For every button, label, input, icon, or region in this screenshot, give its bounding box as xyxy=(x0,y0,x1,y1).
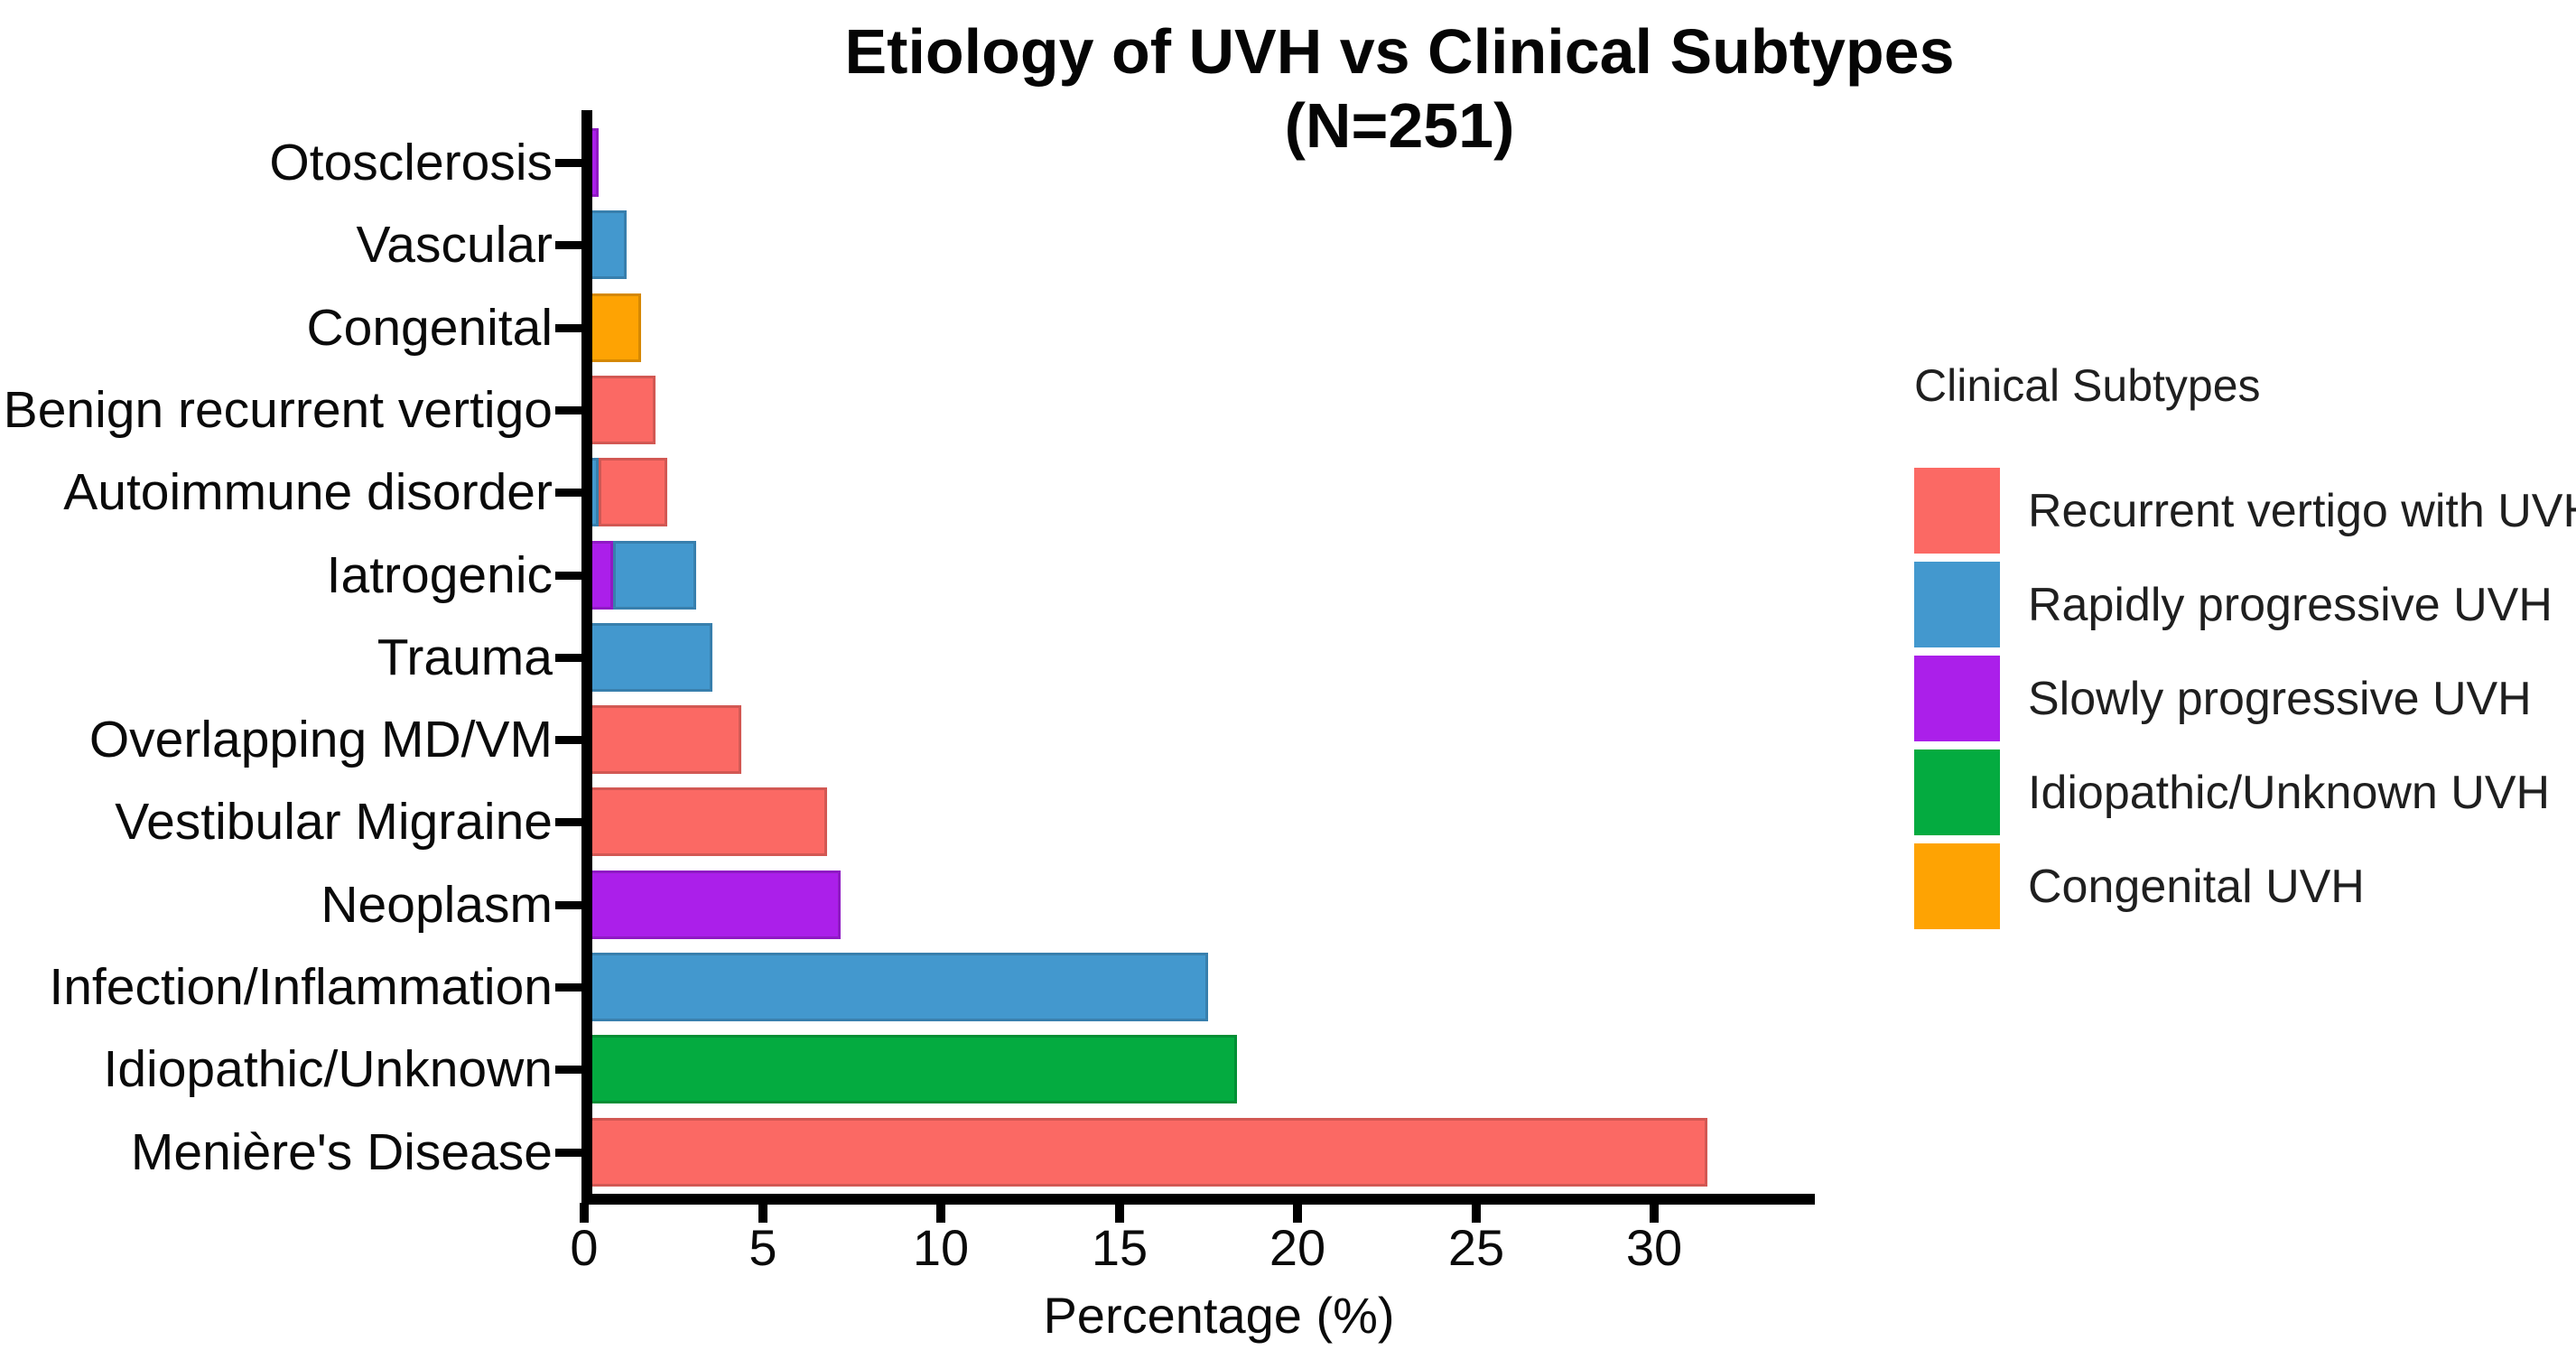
bar-row xyxy=(587,787,827,856)
bar-segment xyxy=(587,376,656,444)
y-axis-label: Iatrogenic xyxy=(326,546,553,604)
y-axis-line xyxy=(581,110,592,1205)
bar-segment xyxy=(587,1118,1707,1187)
bar-row xyxy=(587,705,741,774)
legend-swatch xyxy=(1914,468,2000,554)
bar-row xyxy=(587,210,627,279)
legend: Clinical Subtypes Recurrent vertigo with… xyxy=(1914,359,2576,937)
legend-item: Idiopathic/Unknown UVH xyxy=(1914,749,2576,835)
legend-item: Slowly progressive UVH xyxy=(1914,656,2576,741)
bar-row xyxy=(587,376,656,444)
bar-row xyxy=(587,1035,1237,1103)
y-axis-tick xyxy=(555,983,585,992)
y-axis-tick xyxy=(555,818,585,826)
bar-segment xyxy=(587,871,841,939)
legend-label: Rapidly progressive UVH xyxy=(2028,578,2553,631)
bar-segment xyxy=(587,787,827,856)
y-axis-tick xyxy=(555,406,585,414)
legend-item: Congenital UVH xyxy=(1914,843,2576,929)
y-axis-label: Infection/Inflammation xyxy=(49,958,553,1016)
y-axis-tick xyxy=(555,1066,585,1074)
bar-segment xyxy=(587,705,741,774)
x-axis-tick xyxy=(580,1203,589,1223)
y-axis-label: Autoimmune disorder xyxy=(63,463,553,521)
x-axis-tick-label: 0 xyxy=(570,1219,599,1276)
bar-segment xyxy=(599,458,667,526)
x-axis-title: Percentage (%) xyxy=(1043,1287,1395,1344)
x-axis-tick-label: 20 xyxy=(1269,1219,1326,1276)
legend-swatch xyxy=(1914,843,2000,929)
y-axis-label: Trauma xyxy=(377,628,553,686)
bar-segment xyxy=(587,623,712,692)
y-axis-tick xyxy=(555,1149,585,1157)
legend-item: Recurrent vertigo with UVH xyxy=(1914,468,2576,554)
legend-swatch xyxy=(1914,749,2000,835)
bar-row xyxy=(587,458,667,526)
legend-swatch xyxy=(1914,562,2000,647)
bar-row xyxy=(587,953,1208,1021)
x-axis-line xyxy=(581,1194,1815,1205)
x-axis-tick xyxy=(936,1203,945,1223)
x-axis-tick-label: 5 xyxy=(749,1219,777,1276)
legend-label: Slowly progressive UVH xyxy=(2028,672,2532,725)
y-axis-tick xyxy=(555,901,585,909)
y-axis-label: Vascular xyxy=(356,216,553,274)
bar-row xyxy=(587,623,712,692)
x-axis-tick-label: 15 xyxy=(1091,1219,1149,1276)
x-axis-tick-label: 30 xyxy=(1625,1219,1683,1276)
x-axis-tick xyxy=(1293,1203,1302,1223)
bar-segment xyxy=(613,541,696,610)
y-axis-label: Congenital xyxy=(306,299,553,357)
x-axis-tick xyxy=(1472,1203,1481,1223)
y-axis-tick xyxy=(555,654,585,662)
y-axis-tick xyxy=(555,241,585,249)
y-axis-label: Benign recurrent vertigo xyxy=(3,381,553,439)
y-axis-label: Menière's Disease xyxy=(130,1123,553,1181)
legend-title: Clinical Subtypes xyxy=(1914,360,2261,411)
y-axis-tick xyxy=(555,489,585,497)
x-axis-tick-label: 25 xyxy=(1447,1219,1505,1276)
y-axis-tick xyxy=(555,159,585,167)
x-axis-tick-label: 10 xyxy=(912,1219,970,1276)
bar-segment xyxy=(587,1035,1237,1103)
legend-label: Congenital UVH xyxy=(2028,860,2365,913)
x-axis-tick xyxy=(1650,1203,1659,1223)
chart-title: Etiology of UVH vs Clinical Subtypes (N=… xyxy=(587,14,2212,163)
bar-row xyxy=(587,1118,1707,1187)
legend-item: Rapidly progressive UVH xyxy=(1914,562,2576,647)
y-axis-label: Vestibular Migraine xyxy=(115,793,553,851)
bar-row xyxy=(587,541,696,610)
y-axis-label: Idiopathic/Unknown xyxy=(103,1040,553,1098)
legend-swatch xyxy=(1914,656,2000,741)
bar-segment xyxy=(587,953,1208,1021)
y-axis-tick xyxy=(555,572,585,580)
chart-title-line1: Etiology of UVH vs Clinical Subtypes xyxy=(844,16,1955,87)
bar-segment xyxy=(587,293,641,362)
bar-row xyxy=(587,293,641,362)
chart-title-line2: (N=251) xyxy=(1284,90,1515,161)
y-axis-label: Overlapping MD/VM xyxy=(88,711,553,768)
legend-items: Recurrent vertigo with UVH Rapidly progre… xyxy=(1914,468,2576,929)
y-axis-tick xyxy=(555,736,585,744)
y-axis-label: Neoplasm xyxy=(321,876,553,934)
legend-label: Recurrent vertigo with UVH xyxy=(2028,484,2576,537)
bar-row xyxy=(587,871,841,939)
y-axis-tick xyxy=(555,324,585,332)
x-axis-tick xyxy=(1115,1203,1124,1223)
y-axis-label: Otosclerosis xyxy=(269,134,553,191)
legend-label: Idiopathic/Unknown UVH xyxy=(2028,766,2551,819)
bar-segment xyxy=(587,210,627,279)
x-axis-tick xyxy=(758,1203,767,1223)
